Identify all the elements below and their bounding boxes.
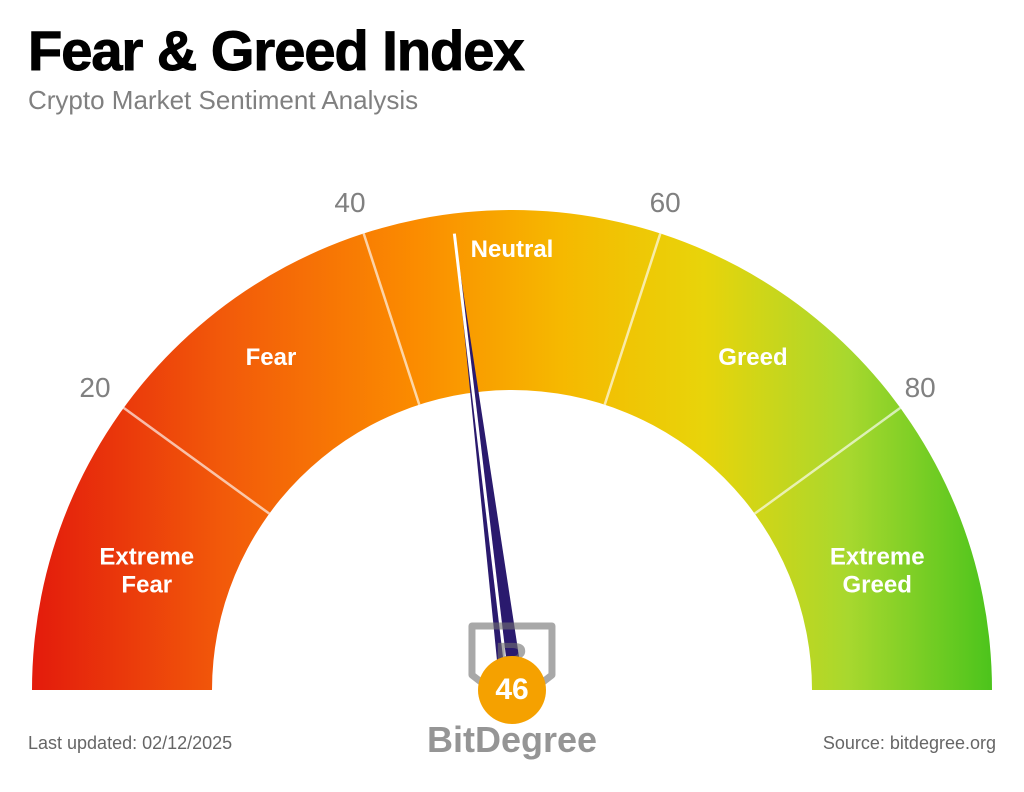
- gauge-segment-label-4: ExtremeGreed: [830, 544, 925, 599]
- gauge-tick-80: 80: [905, 372, 936, 404]
- last-updated-label: Last updated:: [28, 733, 137, 753]
- header: Fear & Greed Index Crypto Market Sentime…: [28, 18, 524, 116]
- gauge-segment-label-1: Fear: [246, 345, 297, 373]
- footer-last-updated: Last updated: 02/12/2025: [28, 733, 232, 754]
- gauge-tick-20: 20: [79, 372, 110, 404]
- gauge-tick-40: 40: [334, 187, 365, 219]
- footer-source: Source: bitdegree.org: [823, 733, 996, 754]
- last-updated-value: 02/12/2025: [142, 733, 232, 753]
- gauge-value-badge: 46: [478, 656, 546, 724]
- gauge-value: 46: [495, 673, 528, 707]
- gauge-chart: 20 40 60 80 ExtremeFear Fear Neutral Greed Extr…: [0, 160, 1024, 720]
- source-label: Source:: [823, 733, 885, 753]
- watermark-text: BitDegree: [427, 719, 597, 761]
- gauge-segment-label-3: Greed: [718, 345, 787, 373]
- page-subtitle: Crypto Market Sentiment Analysis: [28, 85, 524, 116]
- gauge-segment-label-2: Neutral: [471, 236, 554, 264]
- gauge-segment-label-0: ExtremeFear: [99, 544, 194, 599]
- page-title: Fear & Greed Index: [28, 18, 524, 83]
- gauge-tick-60: 60: [650, 187, 681, 219]
- source-value: bitdegree.org: [890, 733, 996, 753]
